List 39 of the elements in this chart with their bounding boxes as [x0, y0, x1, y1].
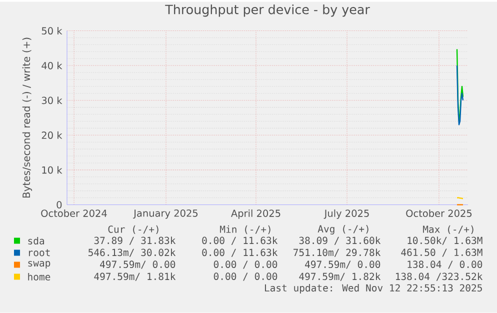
text: Cur (-/+): [108, 226, 158, 234]
text: 138.04 /323.52k: [396, 272, 483, 282]
text: 0.00 / 0.00: [214, 272, 278, 281]
x-tick-label: July 2025: [324, 210, 369, 219]
text: 497.59m/ 0.00: [100, 260, 176, 269]
text: 461.50 / 1.63M: [401, 248, 482, 257]
text: Last update: Wed Nov 12 22:55:13 2025: [264, 284, 482, 294]
y-tick-label: 0: [56, 201, 62, 209]
y-tick-label: 40 k: [42, 62, 62, 70]
text: 37.89 / 31.83k: [94, 236, 176, 246]
x-tick-label: April 2025: [231, 210, 280, 219]
x-tick-label: October 2025: [406, 210, 472, 218]
legend-label: sda: [28, 237, 44, 245]
text: 497.59m/ 1.82k: [299, 272, 381, 282]
y-tick-label: 50 k: [42, 27, 62, 35]
text: 751.10m/ 29.78k: [294, 248, 381, 258]
legend-label: swap: [28, 261, 50, 269]
text: Max (-/+): [423, 226, 474, 234]
x-tick-label: October 2024: [41, 210, 107, 218]
text: 497.59m/ 1.81k: [94, 272, 176, 282]
text: 497.59m/ 0.00: [305, 260, 380, 269]
y-tick-label: 10 k: [42, 166, 62, 174]
line-series: [456, 65, 464, 126]
text: 138.04 / 0.00: [408, 260, 482, 269]
text: 0.00 / 11.63k: [202, 236, 278, 246]
chart-title: Throughput per device - by year: [165, 4, 370, 17]
text: 38.09 / 31.60k: [299, 236, 381, 246]
y-axis-title: Bytes/second read (-) / write (+): [22, 38, 32, 198]
legend-label: home: [28, 273, 50, 281]
text: 0.00 / 11.63k: [202, 248, 278, 258]
text: Avg (-/+): [318, 225, 368, 235]
y-tick-label: 30 k: [42, 96, 62, 104]
x-tick-label: January 2025: [133, 210, 198, 219]
legend-label: root: [28, 249, 50, 256]
text: 10.50k/ 1.63M: [408, 236, 482, 246]
text: 546.13m/ 30.02k: [88, 248, 176, 258]
text: Min (-/+): [220, 226, 270, 234]
y-tick-label: 20 k: [42, 132, 62, 140]
text: 0.00 / 0.00: [214, 260, 278, 269]
